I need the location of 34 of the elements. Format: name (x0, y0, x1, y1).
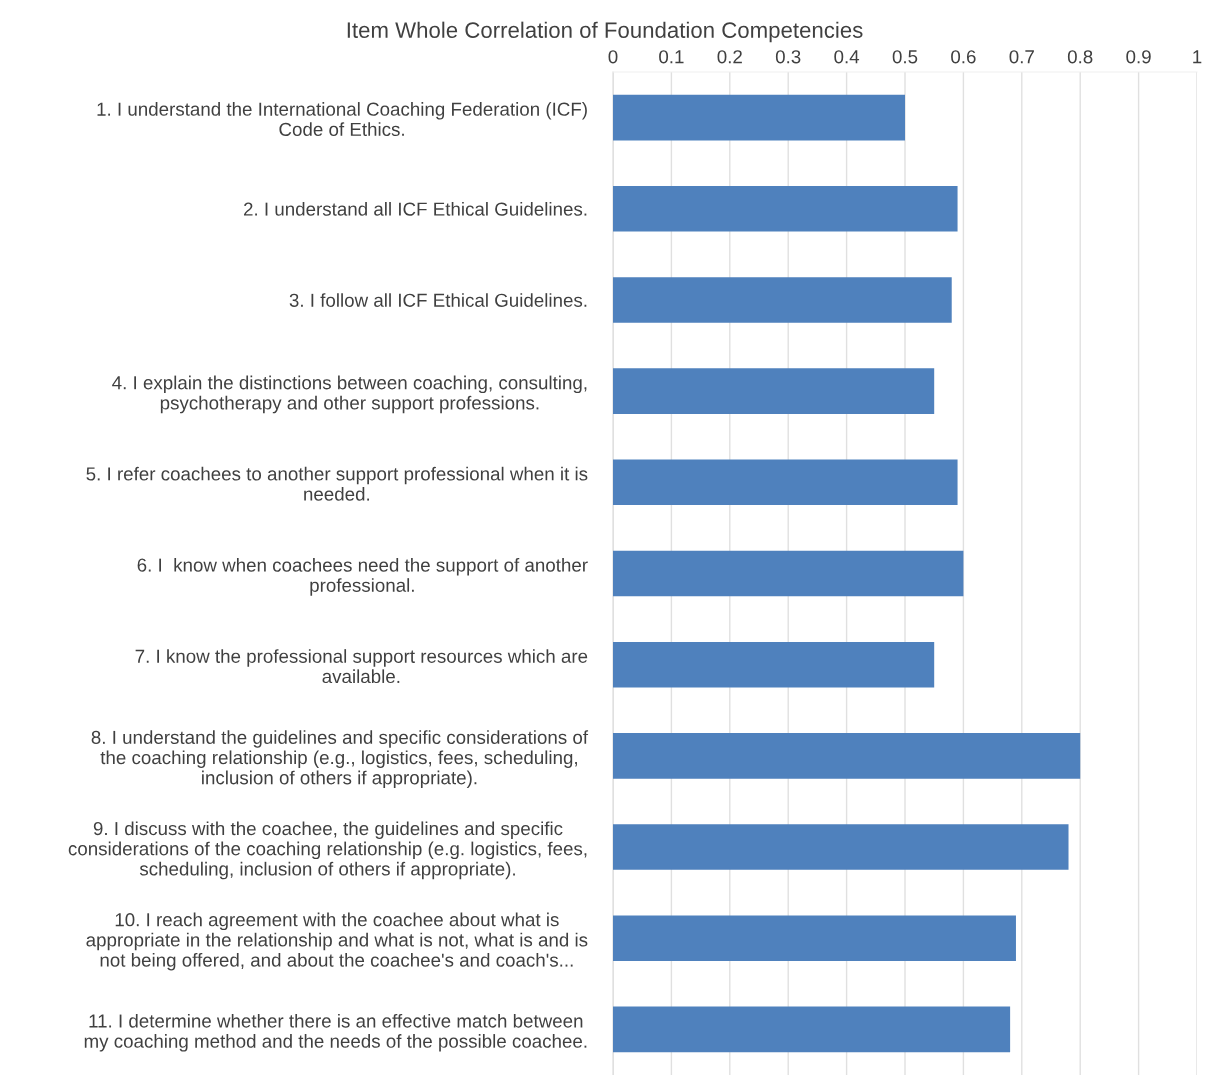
bar (613, 641, 935, 688)
bar (613, 185, 958, 232)
x-tick-label: 0.7 (1009, 50, 1034, 64)
bar (613, 459, 958, 506)
bar (613, 915, 1016, 962)
y-tick-label: 5. I refer coachees to another support professional when it is needed. (86, 466, 588, 501)
y-tick-label: 4. I explain the distinctions between coaching, consulting, psychotherapy and other support professions. (112, 375, 587, 414)
y-tick-label: 7. I know the professional support resources which are available. (135, 649, 588, 684)
y-tick-label: 10. I reach agreement with the coachee about what is appropriate in the relationship and what is not, what is and is not being offered, and about the coachee's and coach's... (86, 912, 588, 971)
x-tick-label: 1 (1193, 50, 1202, 64)
x-tick-label: 0.6 (951, 50, 976, 64)
bar (613, 550, 964, 597)
bar (613, 824, 1069, 870)
y-tick-label: 8. I understand the guidelines and specific considerations of the coaching relationship (e.g., logistics, fees, scheduling, inclusion of others if appropriate). (91, 730, 589, 789)
bar (613, 368, 935, 414)
x-tick-label: 0.5 (892, 50, 918, 64)
bar (613, 94, 905, 141)
chart-title: Item Whole Correlation of Foundation Competencies (347, 21, 863, 43)
bar (613, 733, 1081, 779)
x-tick-label: 0.2 (717, 50, 742, 64)
x-tick-label: 0 (608, 50, 618, 64)
y-tick-label: 2. I understand all ICF Ethical Guidelines. (243, 201, 587, 216)
y-tick-label: 11. I determine whether there is an effective match between my coaching method and the needs of the possible coachee. (84, 1013, 587, 1052)
y-tick-label: 3. I follow all ICF Ethical Guidelines. (289, 293, 587, 307)
bar (613, 277, 952, 323)
y-tick-label: 6. I know when coachees need the support of another professional. (137, 557, 588, 596)
y-tick-label: 1. I understand the International Coaching Federation (ICF) Code of Ethics. (97, 102, 587, 137)
x-tick-label: 0.9 (1126, 50, 1151, 64)
x-tick-label: 0.1 (659, 50, 684, 64)
x-tick-label: 0.8 (1067, 50, 1093, 64)
y-tick-label: 9. I discuss with the coachee, the guidelines and specific considerations of the coaching relationship (e.g. logistics, fees, scheduling, inclusion of others if appropriate). (68, 821, 587, 880)
x-tick-label: 0.3 (775, 50, 801, 64)
x-tick-label: 0.4 (834, 50, 860, 64)
bar (613, 1006, 1011, 1053)
